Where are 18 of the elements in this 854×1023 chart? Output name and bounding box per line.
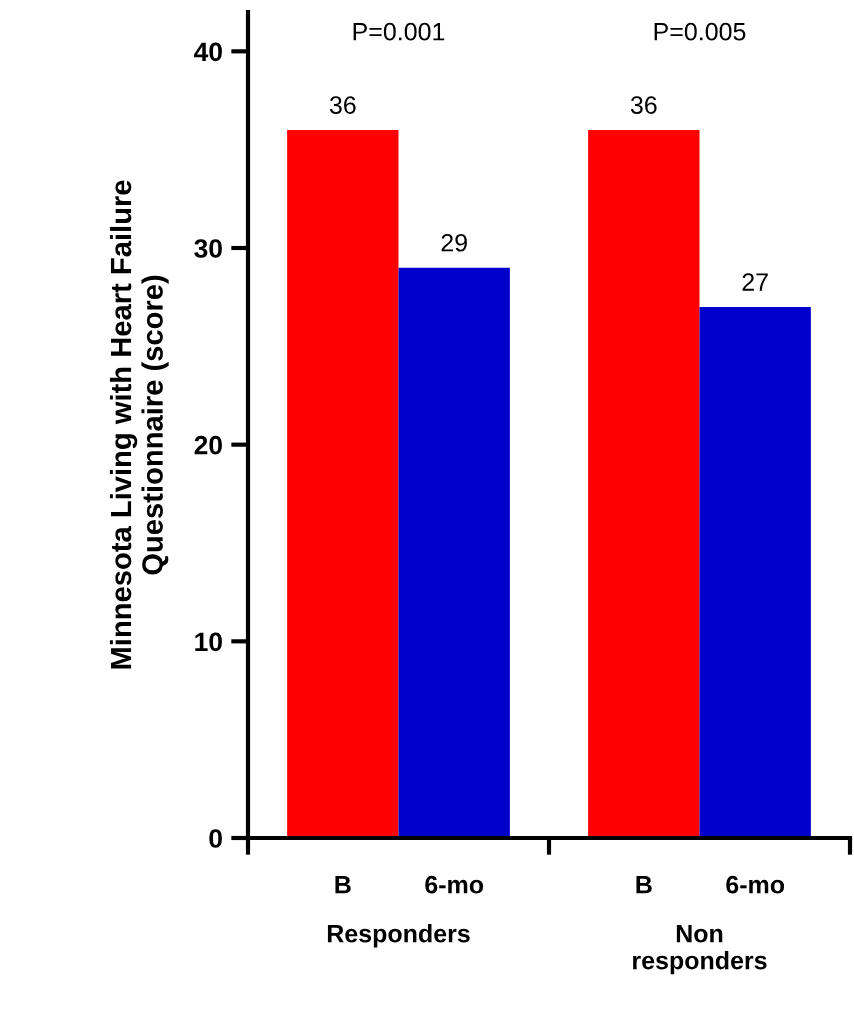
data-label: 36 bbox=[329, 96, 356, 114]
x-tick-label: Non responders bbox=[633, 925, 767, 975]
x-tick-label: Responders bbox=[327, 924, 470, 948]
data-label: 27 bbox=[742, 273, 768, 291]
y-tick-label: 20 bbox=[194, 435, 222, 455]
y-tick-label: 0 bbox=[209, 829, 222, 848]
text: B bbox=[636, 876, 652, 894]
y-axis-title: Minnesota Living with Heart Failure Questionnaire (score) bbox=[109, 180, 169, 669]
y-tick-label: 40 bbox=[194, 42, 222, 62]
text: 6-mo bbox=[726, 875, 785, 894]
series-label: 6-mo bbox=[425, 875, 484, 894]
annotation: P=0.005 bbox=[654, 22, 746, 41]
series-label: B bbox=[335, 876, 351, 894]
y-tick-label: 10 bbox=[195, 632, 222, 652]
annotation: P=0.001 bbox=[353, 22, 445, 41]
y-tick-label: 30 bbox=[194, 239, 222, 258]
data-label: 29 bbox=[441, 233, 467, 252]
data-label: 36 bbox=[630, 96, 657, 114]
